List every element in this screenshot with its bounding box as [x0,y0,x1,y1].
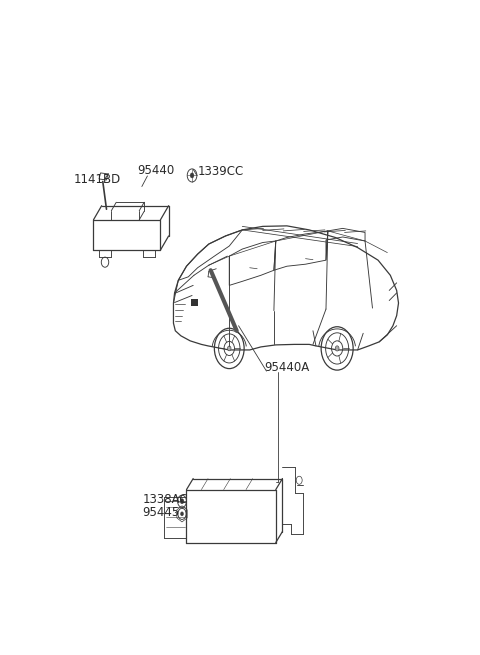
Circle shape [190,173,194,178]
Text: 1339CC: 1339CC [198,166,244,178]
Bar [191,299,198,305]
Text: 1141BD: 1141BD [74,173,121,186]
Circle shape [228,346,231,351]
Text: 1338AC: 1338AC [143,493,188,506]
Circle shape [180,498,184,504]
Text: 95445: 95445 [143,506,180,519]
Circle shape [180,512,183,516]
Text: 95440A: 95440A [264,361,310,373]
Circle shape [335,346,339,351]
Text: 95440: 95440 [137,164,175,178]
